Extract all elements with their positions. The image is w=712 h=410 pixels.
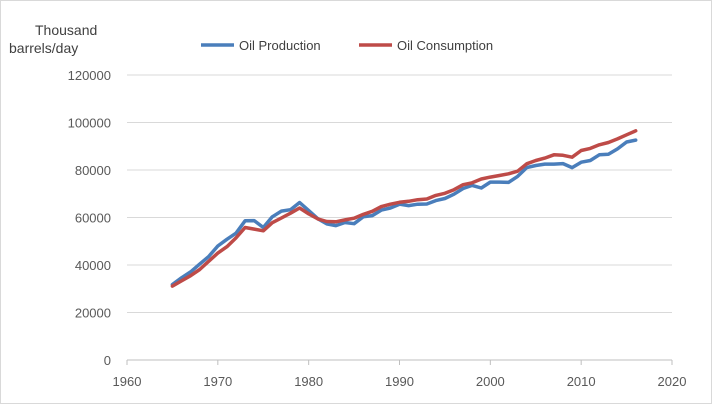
y-tick-label: 80000 [75,163,111,178]
series-line-oil-production [170,138,638,287]
y-tick-label: 60000 [75,211,111,226]
legend-label: Oil Production [239,38,321,53]
y-tick-label: 20000 [75,306,111,321]
y-tick-label: 120000 [68,68,111,83]
y-axis-label-line-2: barrels/day [9,40,78,56]
y-tick-label: 0 [104,353,111,368]
x-tick-label: 1970 [203,374,232,389]
legend: Oil Production Oil Consumption [201,38,493,53]
y-tick-label: 40000 [75,258,111,273]
x-tick-label: 2020 [658,374,687,389]
y-tick-label: 100000 [68,116,111,131]
x-tick-label: 2010 [567,374,596,389]
legend-label: Oil Consumption [397,38,493,53]
x-tick-label: 2000 [476,374,505,389]
series-line-oil-consumption [170,129,638,288]
x-tick-label: 1960 [113,374,142,389]
x-tick-label: 1980 [294,374,323,389]
y-axis-label-line-1: Thousand [35,22,97,38]
x-tick-label: 1990 [385,374,414,389]
